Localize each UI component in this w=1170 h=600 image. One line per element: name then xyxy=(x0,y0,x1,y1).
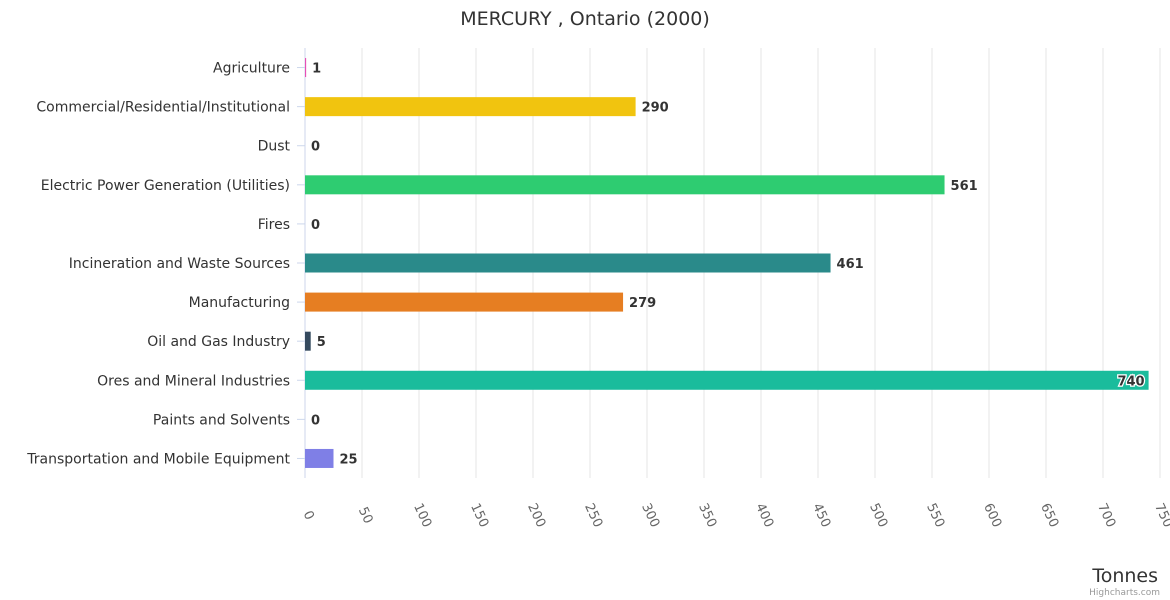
category-label: Paints and Solvents xyxy=(153,412,290,428)
bar[interactable] xyxy=(305,292,624,312)
x-tick-label: 400 xyxy=(752,501,776,530)
data-label: 1 xyxy=(312,62,321,77)
category-label: Fires xyxy=(258,217,290,233)
bar[interactable] xyxy=(305,175,945,195)
x-tick-label: 100 xyxy=(410,501,434,530)
x-tick-label: 600 xyxy=(980,501,1004,530)
category-label: Electric Power Generation (Utilities) xyxy=(41,178,290,194)
x-tick-label: 450 xyxy=(809,501,833,530)
data-label: 0 xyxy=(311,218,320,233)
x-tick-label: 500 xyxy=(866,501,890,530)
x-tick-label: 150 xyxy=(467,501,491,530)
x-tick-label: 350 xyxy=(695,501,719,530)
category-label: Manufacturing xyxy=(189,295,290,311)
x-tick-label: 300 xyxy=(638,501,662,530)
bar[interactable] xyxy=(305,253,831,273)
x-tick-label: 250 xyxy=(581,501,605,530)
x-axis-ticks: 0 50 100 150 200 250 300 350 400 450 500 550 600 650 7… xyxy=(300,501,1170,530)
data-label: 0 xyxy=(311,413,320,428)
x-tick-label: 200 xyxy=(524,501,548,530)
bar[interactable] xyxy=(305,58,307,78)
bar[interactable] xyxy=(305,370,1149,390)
chart-title: MERCURY , Ontario (2000) xyxy=(460,8,710,30)
category-labels: Agriculture Commercial/Residential/Instit… xyxy=(26,61,290,468)
category-label: Transportation and Mobile Equipment xyxy=(26,451,290,467)
category-label: Ores and Mineral Industries xyxy=(97,373,290,389)
data-label: 740 xyxy=(1117,374,1144,389)
data-label: 290 xyxy=(642,101,669,116)
category-label: Dust xyxy=(258,139,291,155)
x-tick-label: 650 xyxy=(1037,501,1061,530)
x-axis-title: Tonnes xyxy=(1091,565,1158,587)
bar[interactable] xyxy=(305,448,334,468)
category-label: Oil and Gas Industry xyxy=(147,334,290,350)
x-tick-label: 750 xyxy=(1151,501,1170,530)
x-tick-label: 50 xyxy=(355,505,376,526)
x-tick-label: 0 xyxy=(300,509,317,523)
chart-credits[interactable]: Highcharts.com xyxy=(1089,588,1160,598)
bar[interactable] xyxy=(305,97,636,117)
data-label: 0 xyxy=(311,140,320,155)
x-tick-label: 700 xyxy=(1094,501,1118,530)
data-label: 461 xyxy=(837,257,864,272)
data-label: 25 xyxy=(340,452,358,467)
category-label: Incineration and Waste Sources xyxy=(69,256,290,272)
category-label: Agriculture xyxy=(213,61,290,77)
bar[interactable] xyxy=(305,331,311,351)
data-label: 279 xyxy=(629,296,656,311)
bars: 1 290 0 561 0 461 279 5 740 0 25 xyxy=(305,58,1149,468)
data-label: 561 xyxy=(951,179,978,194)
category-label: Commercial/Residential/Institutional xyxy=(36,100,290,116)
data-label: 5 xyxy=(317,335,326,350)
x-tick-label: 550 xyxy=(923,501,947,530)
